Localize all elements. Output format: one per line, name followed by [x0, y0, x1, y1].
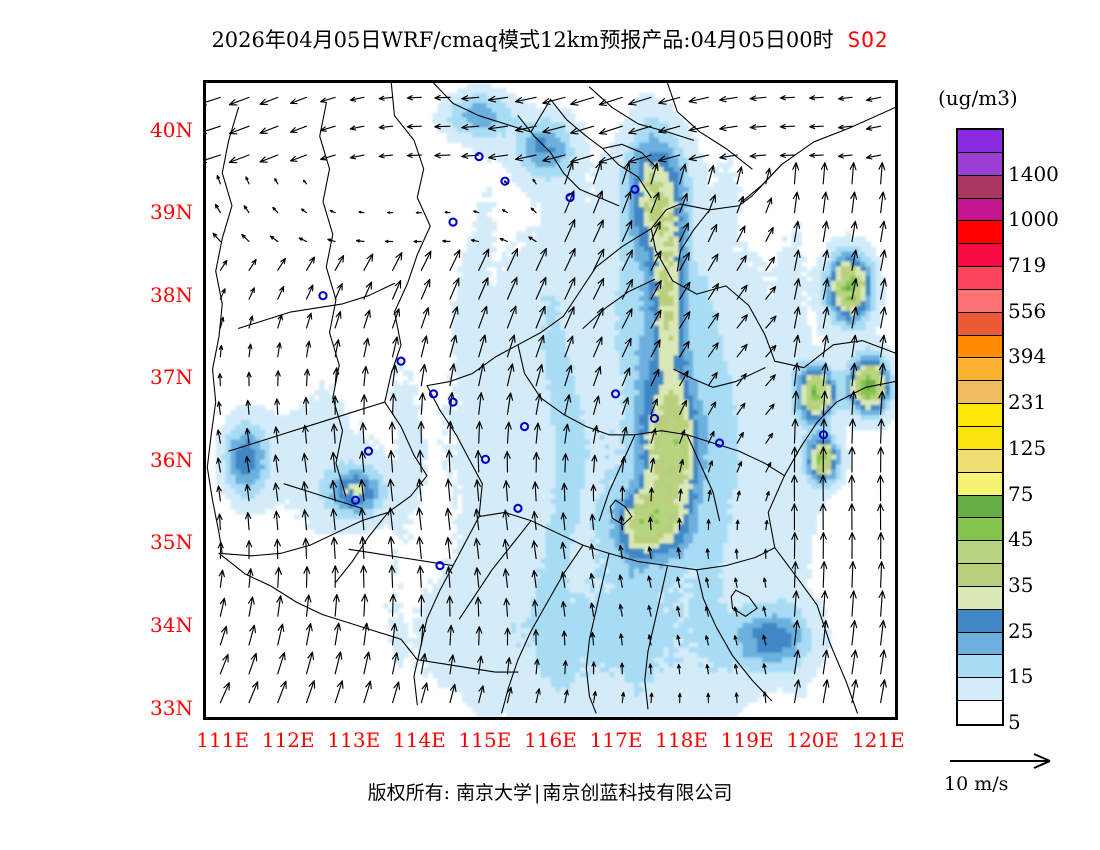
colorbar-band	[958, 404, 1002, 427]
colorbar-band	[958, 358, 1002, 382]
colorbar-band	[958, 426, 1002, 450]
colorbar-band	[958, 152, 1002, 176]
colorbar-band	[958, 609, 1002, 633]
colorbar-band	[958, 655, 1002, 679]
lon-axis-label: 121E	[851, 728, 905, 752]
colorbar-tick-label: 25	[1008, 618, 1034, 643]
colorbar-band	[958, 518, 1002, 542]
lon-axis-label: 113E	[327, 728, 381, 752]
colorbar-band	[958, 541, 1002, 565]
colorbar-tick-label: 5	[1008, 710, 1021, 734]
colorbar-band	[958, 632, 1002, 656]
colorbar-band	[958, 244, 1002, 268]
lon-axis-label: 116E	[524, 728, 577, 752]
colorbar-tick-label: 125	[1008, 435, 1047, 460]
colorbar-band	[958, 335, 1002, 359]
colorbar-band	[958, 381, 1002, 405]
colorbar-band	[958, 198, 1002, 222]
wind-scale-label: 10 m/s	[944, 773, 1009, 795]
colorbar-tick-label: 15	[1008, 664, 1034, 689]
lat-axis-label: 35N	[150, 530, 193, 555]
lon-axis-label: 119E	[720, 728, 774, 752]
page-title: 2026年04月05日WRF/cmaq模式12km预报产品:04月05日00时 S…	[0, 24, 1100, 54]
colorbar-band	[958, 130, 1002, 153]
colorbar-band	[958, 586, 1002, 610]
lat-axis-label: 36N	[150, 447, 193, 472]
colorbar-band	[958, 221, 1002, 245]
lat-axis-label: 33N	[150, 695, 193, 720]
colorbar-band	[958, 312, 1002, 336]
map-plot-area[interactable]	[203, 80, 898, 720]
colorbar-band	[958, 472, 1002, 496]
colorbar[interactable]	[956, 128, 1004, 726]
lat-axis-label: 38N	[150, 282, 193, 307]
lat-axis-label: 39N	[150, 200, 193, 225]
lon-axis-label: 112E	[261, 728, 315, 752]
colorbar-tick-label: 719	[1008, 253, 1047, 278]
wind-scale-key: 10 m/s	[940, 750, 1090, 795]
colorbar-band	[958, 175, 1002, 199]
lon-axis-label: 120E	[786, 728, 840, 752]
colorbar-band	[958, 267, 1002, 290]
lat-axis-label: 34N	[150, 613, 193, 638]
colorbar-tick-label: 35	[1008, 572, 1034, 597]
footer-separator: |	[534, 782, 541, 804]
colorbar-band	[958, 289, 1002, 313]
colorbar-tick-label: 556	[1008, 298, 1047, 323]
colorbar-unit: (ug/m3)	[938, 86, 1018, 110]
colorbar-band	[958, 564, 1002, 587]
footer-owner: 版权所有: 南京大学	[367, 782, 533, 804]
colorbar-band	[958, 678, 1002, 702]
lon-axis-label: 111E	[196, 728, 250, 752]
colorbar-band	[958, 701, 1002, 724]
footer-company: 南京创蓝科技有限公司	[542, 782, 733, 804]
colorbar-band	[958, 449, 1002, 473]
footer-copyright: 版权所有: 南京大学 | 南京创蓝科技有限公司	[0, 778, 1100, 805]
lon-axis-label: 115E	[458, 728, 512, 752]
colorbar-tick-label: 1400	[1008, 161, 1059, 186]
colorbar-band	[958, 495, 1002, 519]
lat-axis-label: 40N	[150, 117, 193, 142]
lon-axis-label: 117E	[589, 728, 643, 752]
title-text: 2026年04月05日WRF/cmaq模式12km预报产品:04月05日00时	[211, 28, 834, 52]
colorbar-tick-label: 394	[1008, 344, 1047, 369]
colorbar-tick-label: 75	[1008, 481, 1034, 506]
lat-axis-label: 37N	[150, 365, 193, 390]
colorbar-tick-label: 231	[1008, 390, 1047, 415]
species-label: SO2	[847, 28, 889, 52]
colorbar-tick-label: 1000	[1008, 207, 1059, 232]
lon-axis-label: 114E	[392, 728, 446, 752]
concentration-field	[206, 83, 895, 717]
wind-arrow-icon	[950, 753, 1051, 769]
colorbar-tick-label: 45	[1008, 527, 1034, 552]
lon-axis-label: 118E	[655, 728, 709, 752]
